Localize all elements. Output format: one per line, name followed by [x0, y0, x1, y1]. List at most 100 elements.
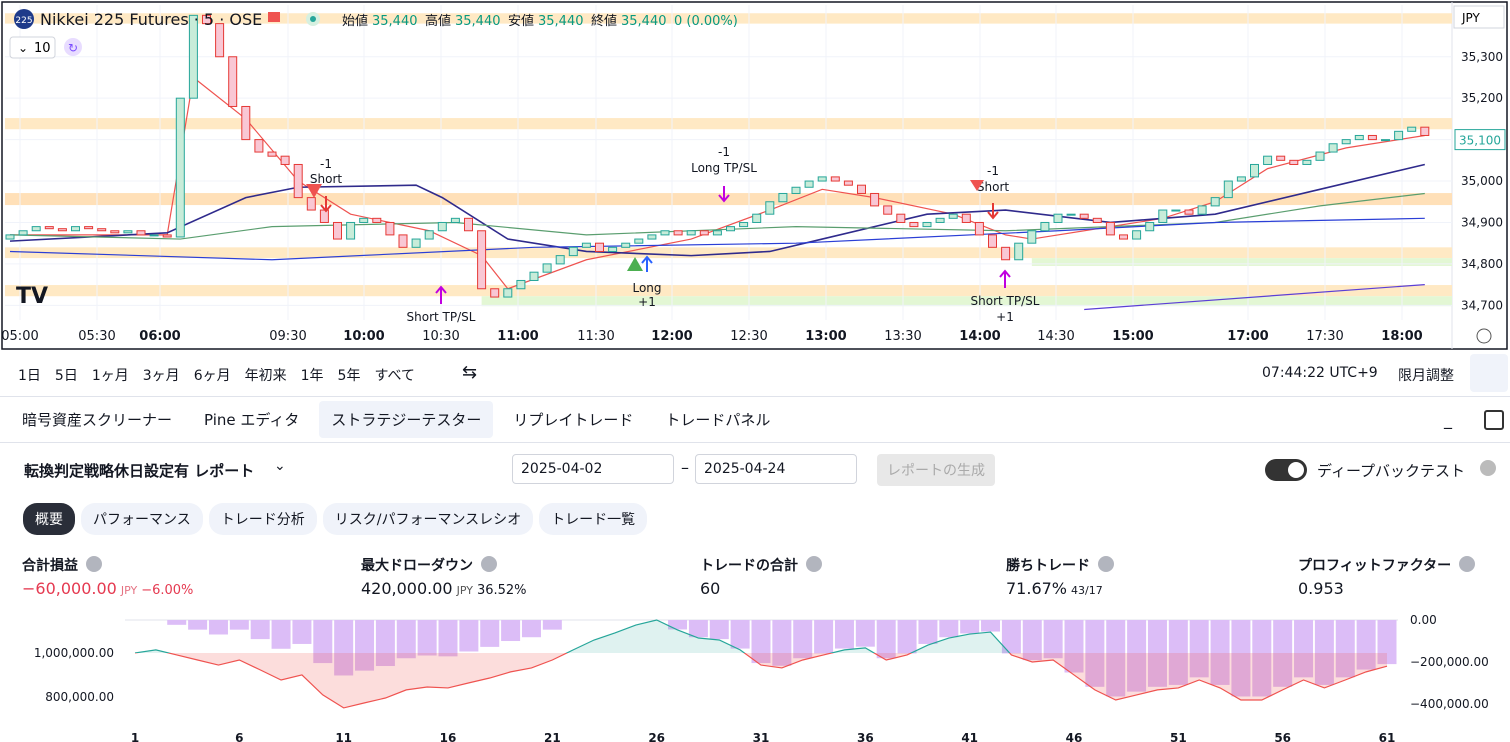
drawdown-bar [1189, 620, 1209, 678]
tab[interactable]: Pine エディタ [204, 411, 300, 429]
x-tick-label: 13:30 [884, 329, 921, 344]
metric-extra: 43/17 [1071, 584, 1103, 597]
info-icon[interactable] [1459, 556, 1475, 572]
candle [1210, 197, 1220, 207]
range-button[interactable]: 3ヶ月 [142, 368, 180, 384]
candle [136, 230, 146, 236]
annotation: -1 [987, 164, 999, 178]
candle [411, 238, 421, 248]
annotation: +1 [996, 310, 1014, 324]
ohlc-change: 0 (0.00%) [674, 14, 738, 29]
sub-tab[interactable]: トレード一覧 [539, 503, 648, 535]
candle [961, 213, 971, 223]
sub-tab[interactable]: パフォーマンス [81, 503, 203, 535]
annotation: Long [632, 281, 661, 295]
range-button[interactable]: 5日 [54, 368, 78, 384]
candle [1001, 246, 1011, 261]
drawdown-bar [521, 620, 541, 638]
range-button[interactable]: 1年 [300, 368, 324, 384]
candle [44, 226, 54, 230]
date-to[interactable]: 2025-04-24 [695, 454, 857, 484]
info-icon[interactable] [1098, 556, 1114, 572]
toggle[interactable] [1265, 459, 1307, 481]
range-button[interactable]: 1日 [18, 368, 41, 384]
collapse[interactable] [1470, 354, 1508, 392]
candle [333, 221, 342, 240]
candle [149, 234, 159, 237]
tab[interactable]: リプレイトレード [513, 411, 634, 429]
y-tick-label: 34,900 [1461, 215, 1503, 229]
sub-tab[interactable]: トレード分析 [208, 503, 317, 535]
maximize[interactable] [1484, 410, 1504, 430]
candle [712, 230, 722, 236]
ma-line [9, 163, 1425, 257]
refresh[interactable] [64, 38, 82, 56]
x-tick-label: 11:30 [577, 329, 614, 344]
sub-tab[interactable]: 概要 [23, 503, 75, 535]
info-icon[interactable] [481, 556, 497, 572]
candle [922, 221, 932, 228]
range-button[interactable]: すべて [374, 368, 415, 384]
drawdown-bar [897, 620, 917, 654]
candle [31, 226, 41, 232]
x-tick-label: 05:00 [1, 329, 38, 344]
generate-button[interactable]: レポートの生成 [877, 454, 995, 486]
long-triangle [627, 257, 643, 271]
candle [477, 230, 487, 290]
candle [1381, 139, 1390, 142]
candle [909, 221, 919, 228]
adjust[interactable]: 限月調整 [1398, 368, 1454, 384]
arrow [987, 203, 999, 220]
minimize[interactable]: _ [1444, 410, 1452, 429]
candle [1341, 139, 1351, 145]
info-icon[interactable] [806, 556, 822, 572]
candle [424, 230, 434, 240]
arrow [435, 285, 447, 304]
y2-tick-label: −400,000.00 [1410, 697, 1489, 711]
info[interactable] [1480, 460, 1496, 476]
report-title[interactable]: 転換判定戦略休日設定有 レポート [24, 462, 255, 480]
settings-icon[interactable] [1476, 328, 1492, 344]
metric-title: 勝ちトレード [1006, 558, 1090, 574]
candle [634, 238, 644, 244]
drawdown-bar [1231, 620, 1251, 697]
info-icon[interactable] [86, 556, 102, 572]
tab[interactable]: 暗号資産スクリーナー [22, 411, 173, 429]
range-button[interactable]: 1ヶ月 [91, 368, 129, 384]
candle [581, 242, 591, 248]
sub-tab[interactable]: リスク/パフォーマンスレシオ [322, 503, 534, 535]
candle [948, 213, 958, 219]
x-tick-label: 18:00 [1381, 329, 1422, 344]
y-tick-label: 35,000 [1461, 174, 1503, 188]
legend: 225 Nikkei 225 Futures · 5 · OSE 始値 35,44… [9, 9, 738, 309]
y-tick-label: 35,200 [1461, 91, 1503, 105]
x-tick-label: 46 [1066, 731, 1083, 742]
arrow [718, 186, 730, 203]
range-button[interactable]: 5年 [337, 368, 361, 384]
currency-box[interactable] [1453, 5, 1505, 29]
candle [319, 209, 329, 223]
sub-tabs: 概要 パフォーマンス トレード分析 リスク/パフォーマンスレシオ トレード一覧 [23, 503, 648, 535]
candle [437, 221, 447, 232]
drawdown-bar [793, 620, 813, 659]
drawdown-bar [501, 620, 521, 642]
candle [1119, 234, 1128, 240]
short-triangle [306, 184, 322, 198]
candle [726, 226, 735, 232]
x-tick-label: 36 [857, 731, 874, 742]
tab[interactable]: ストラテジーテスター [319, 401, 494, 438]
range-button[interactable]: 年初来 [244, 368, 287, 384]
last-price-box [1454, 129, 1506, 151]
x-tick-label: 11 [335, 731, 352, 742]
metric-unit: JPY [456, 584, 473, 597]
y-tick-label: 35,300 [1461, 50, 1503, 64]
candle [215, 23, 225, 58]
drawdown-bar [459, 620, 479, 652]
date-from[interactable]: 2025-04-02 [512, 454, 674, 484]
x-tick-label: 17:30 [1306, 329, 1343, 344]
tab[interactable]: トレードパネル [665, 411, 771, 429]
date-icon[interactable]: ⇆ [462, 362, 478, 383]
interval-box[interactable] [9, 36, 56, 59]
range-button[interactable]: 6ヶ月 [193, 368, 231, 384]
